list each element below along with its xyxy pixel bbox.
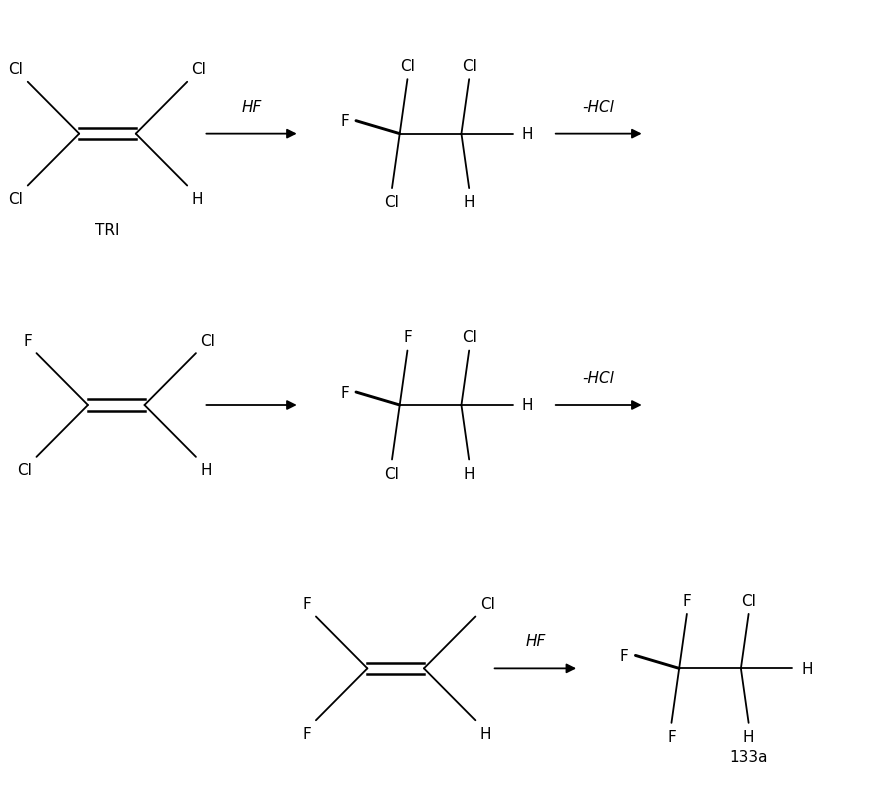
- Text: Cl: Cl: [192, 62, 206, 77]
- Text: H: H: [463, 466, 475, 481]
- Text: H: H: [801, 661, 813, 676]
- Text: Cl: Cl: [384, 195, 400, 210]
- Text: H: H: [479, 726, 491, 740]
- Text: Cl: Cl: [479, 597, 495, 611]
- Text: TRI: TRI: [95, 223, 120, 238]
- Text: 133a: 133a: [729, 749, 768, 764]
- Text: H: H: [521, 127, 533, 142]
- Text: F: F: [668, 729, 676, 744]
- Text: F: F: [23, 333, 32, 349]
- Text: F: F: [620, 648, 628, 663]
- Text: Cl: Cl: [384, 466, 400, 481]
- Text: Cl: Cl: [8, 62, 23, 77]
- Text: HF: HF: [241, 100, 262, 114]
- Text: F: F: [340, 114, 349, 129]
- Text: F: F: [403, 330, 412, 345]
- Text: H: H: [201, 462, 211, 478]
- Text: F: F: [303, 597, 312, 611]
- Text: -HCl: -HCl: [582, 100, 615, 114]
- Text: Cl: Cl: [8, 191, 23, 207]
- Text: Cl: Cl: [201, 333, 215, 349]
- Text: F: F: [303, 726, 312, 740]
- Text: -HCl: -HCl: [582, 371, 615, 385]
- Text: F: F: [340, 385, 349, 400]
- Text: Cl: Cl: [400, 59, 415, 74]
- Text: Cl: Cl: [17, 462, 32, 478]
- Text: H: H: [192, 191, 203, 207]
- Text: H: H: [743, 729, 754, 744]
- Text: H: H: [521, 398, 533, 413]
- Text: HF: HF: [525, 633, 546, 649]
- Text: H: H: [463, 195, 475, 210]
- Text: F: F: [683, 593, 691, 608]
- Text: Cl: Cl: [741, 593, 756, 608]
- Text: Cl: Cl: [461, 330, 477, 345]
- Text: Cl: Cl: [461, 59, 477, 74]
